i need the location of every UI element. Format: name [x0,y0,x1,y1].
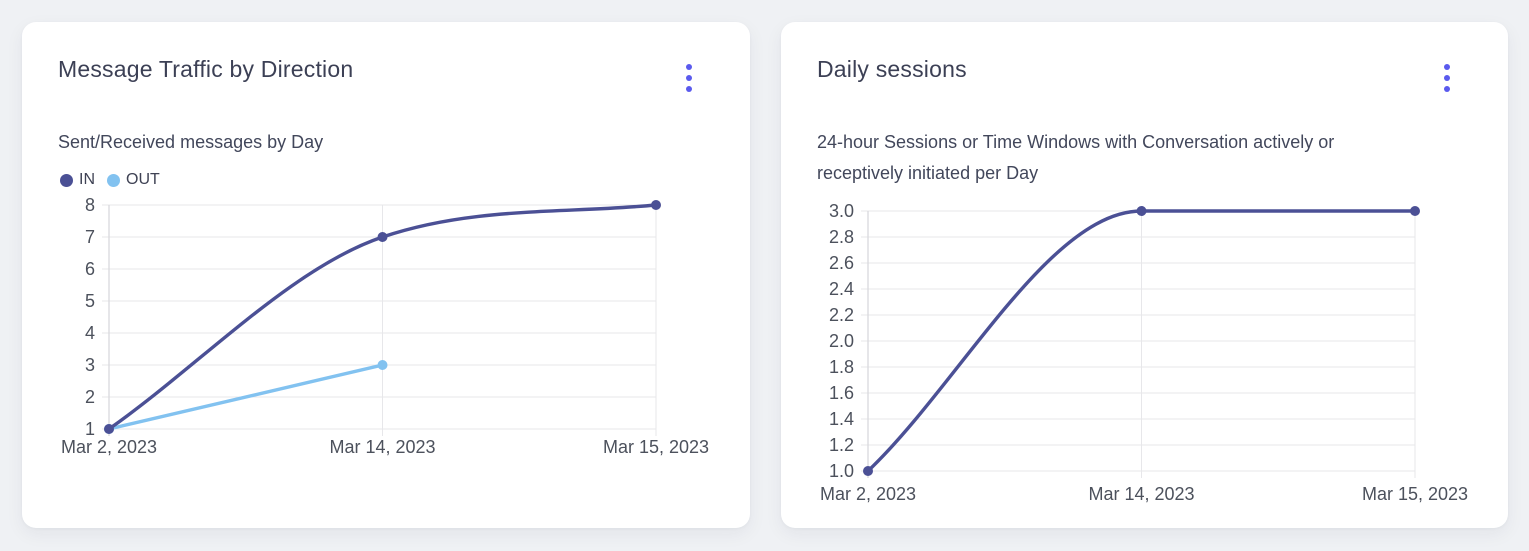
y-tick-label: 8 [85,195,95,215]
y-tick-label: 4 [85,323,95,343]
y-tick-label: 2 [85,387,95,407]
kebab-dot [1444,64,1450,70]
y-tick-label: 3 [85,355,95,375]
y-tick-label: 6 [85,259,95,279]
y-tick-label: 2.8 [829,227,854,247]
series-line-out [107,363,385,431]
kebab-menu-icon[interactable] [1436,58,1458,98]
kebab-dot [1444,75,1450,81]
legend-label: OUT [126,171,160,188]
y-tick-label: 2.2 [829,305,854,325]
card-title: Daily sessions [817,56,967,82]
data-point [1136,206,1147,216]
line-chart: 1.0 1.2 1.4 1.6 1.8 2.0 2.2 2.4 2.6 2.8 3.0 Mar 2, … [820,201,1468,504]
legend-item-out[interactable]: OUT [107,171,160,189]
card-header: Message Traffic by Direction [58,56,714,98]
legend-item-in[interactable]: IN [60,171,95,189]
x-tick-label: Mar 14, 2023 [1088,484,1194,504]
y-tick-label: 7 [85,227,95,247]
series-line-daily-sessions [866,209,1417,473]
kebab-dot [686,75,692,81]
x-tick-label: Mar 2, 2023 [820,484,916,504]
kebab-dot [686,64,692,70]
y-tick-label: 2.6 [829,253,854,273]
y-tick-label: 5 [85,291,95,311]
y-tick-label: 2.4 [829,279,854,299]
line-chart: 1 2 3 4 5 6 7 8 Mar 2, 2023 Mar 14, 2023 Mar 15, 2… [61,195,709,457]
legend-swatch-icon [60,173,73,187]
y-tick-label: 2.0 [829,331,854,351]
kebab-menu-icon[interactable] [678,58,700,98]
y-tick-label: 1 [85,419,95,439]
x-tick-label: Mar 15, 2023 [603,437,709,457]
card-daily-sessions: Daily sessions 24-hour Sessions or Time … [781,22,1508,528]
card-subtitle: Sent/Received messages by Day [58,132,324,152]
x-tick-label: Mar 15, 2023 [1362,484,1468,504]
x-tick-label: Mar 14, 2023 [329,437,435,457]
data-point [863,466,873,476]
card-message-traffic: Message Traffic by Direction Sent/Receiv… [22,22,750,528]
y-tick-label: 1.4 [829,409,854,429]
legend-label: IN [79,171,95,188]
data-point [1410,206,1420,216]
kebab-dot [1444,86,1450,92]
y-tick-label: 1.2 [829,435,854,455]
chart-legend: IN OUT [58,171,714,189]
data-point [651,200,661,210]
kebab-dot [686,86,692,92]
y-tick-label: 1.8 [829,357,854,377]
card-subtitle: 24-hour Sessions or Time Windows with Co… [817,132,1335,183]
x-tick-label: Mar 2, 2023 [61,437,157,457]
y-tick-label: 1.6 [829,383,854,403]
data-point [377,360,388,370]
data-point [377,232,388,242]
card-header: Daily sessions [817,56,1472,98]
y-tick-label: 3.0 [829,201,854,221]
legend-swatch-icon [107,173,120,187]
card-title: Message Traffic by Direction [58,56,354,82]
data-point [104,424,114,434]
y-tick-label: 1.0 [829,461,854,481]
